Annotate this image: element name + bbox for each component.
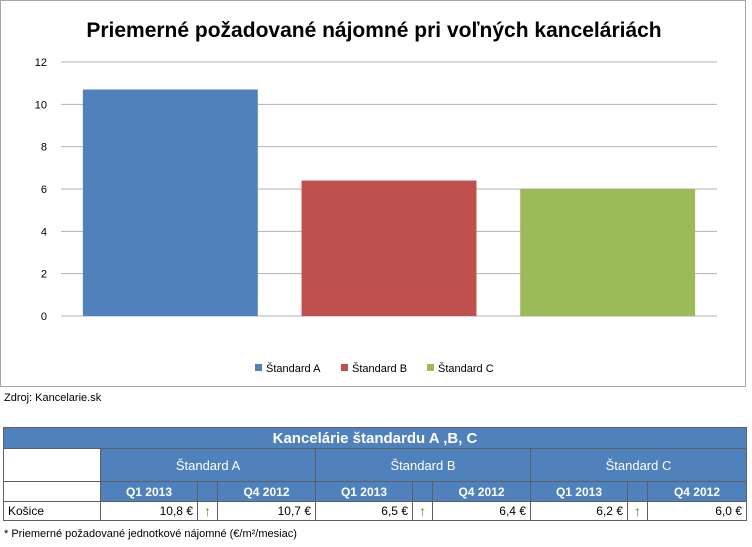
period-header: Q4 2012 xyxy=(217,481,316,502)
legend-swatch xyxy=(427,364,434,371)
city-cell: Košice xyxy=(3,501,101,521)
source-note: Zdroj: Kancelarie.sk xyxy=(4,392,102,404)
bar-3 xyxy=(520,189,696,316)
corner-cell xyxy=(3,481,101,502)
value-cell: 6,2 € xyxy=(530,501,628,521)
period-header: Q1 2013 xyxy=(100,481,198,502)
legend-label: Štandard B xyxy=(352,362,407,375)
period-header: Q4 2012 xyxy=(647,481,747,502)
legend-label: Štandard A xyxy=(266,362,321,375)
standard-a-header: Štandard A xyxy=(100,448,316,482)
legend-label: Štandard C xyxy=(438,362,494,375)
legend-swatch xyxy=(341,364,348,371)
bar-1 xyxy=(82,89,258,317)
value-cell: 6,0 € xyxy=(647,501,747,521)
y-tick-label: 10 xyxy=(35,99,47,111)
value-cell: 10,8 € xyxy=(100,501,198,521)
legend-swatch xyxy=(255,364,262,371)
bar-2 xyxy=(301,180,477,316)
rent-table: Kancelárie štandardu A ,B, C Štandard A … xyxy=(3,427,747,521)
chart-title: Priemerné požadované nájomné pri voľných… xyxy=(86,19,661,42)
standard-b-header: Štandard B xyxy=(315,448,531,482)
arrow-header xyxy=(627,481,648,502)
standard-c-header: Štandard C xyxy=(530,448,747,482)
bar-layer xyxy=(82,89,696,317)
up-arrow-icon: ↑ xyxy=(197,501,218,521)
y-tick-label: 12 xyxy=(35,57,47,69)
arrow-header xyxy=(197,481,218,502)
up-arrow-icon: ↑ xyxy=(627,501,648,521)
value-cell: 10,7 € xyxy=(217,501,316,521)
chart-frame: Priemerné požadované nájomné pri voľných… xyxy=(0,0,746,387)
y-tick-label: 8 xyxy=(41,142,47,154)
footnote: * Priemerné požadované jednotkové nájomn… xyxy=(4,528,297,540)
table-title: Kancelárie štandardu A ,B, C xyxy=(3,427,747,449)
bar-chart: Priemerné požadované nájomné pri voľných… xyxy=(35,19,717,375)
arrow-header xyxy=(412,481,433,502)
table-row: Košice 10,8 € ↑ 10,7 € 6,5 € ↑ 6,4 € 6,2… xyxy=(3,501,747,521)
y-tick-label: 4 xyxy=(41,226,47,238)
value-cell: 6,4 € xyxy=(432,501,531,521)
y-tick-label: 2 xyxy=(41,269,47,281)
up-arrow-icon: ↑ xyxy=(412,501,433,521)
y-tick-label: 0 xyxy=(41,311,47,323)
y-tick-label: 6 xyxy=(41,184,47,196)
period-header: Q1 2013 xyxy=(315,481,413,502)
period-header: Q1 2013 xyxy=(530,481,628,502)
corner-cell xyxy=(3,448,101,482)
value-cell: 6,5 € xyxy=(315,501,413,521)
legend: Štandard A Štandard B Štandard C xyxy=(255,362,494,375)
period-header: Q4 2012 xyxy=(432,481,531,502)
